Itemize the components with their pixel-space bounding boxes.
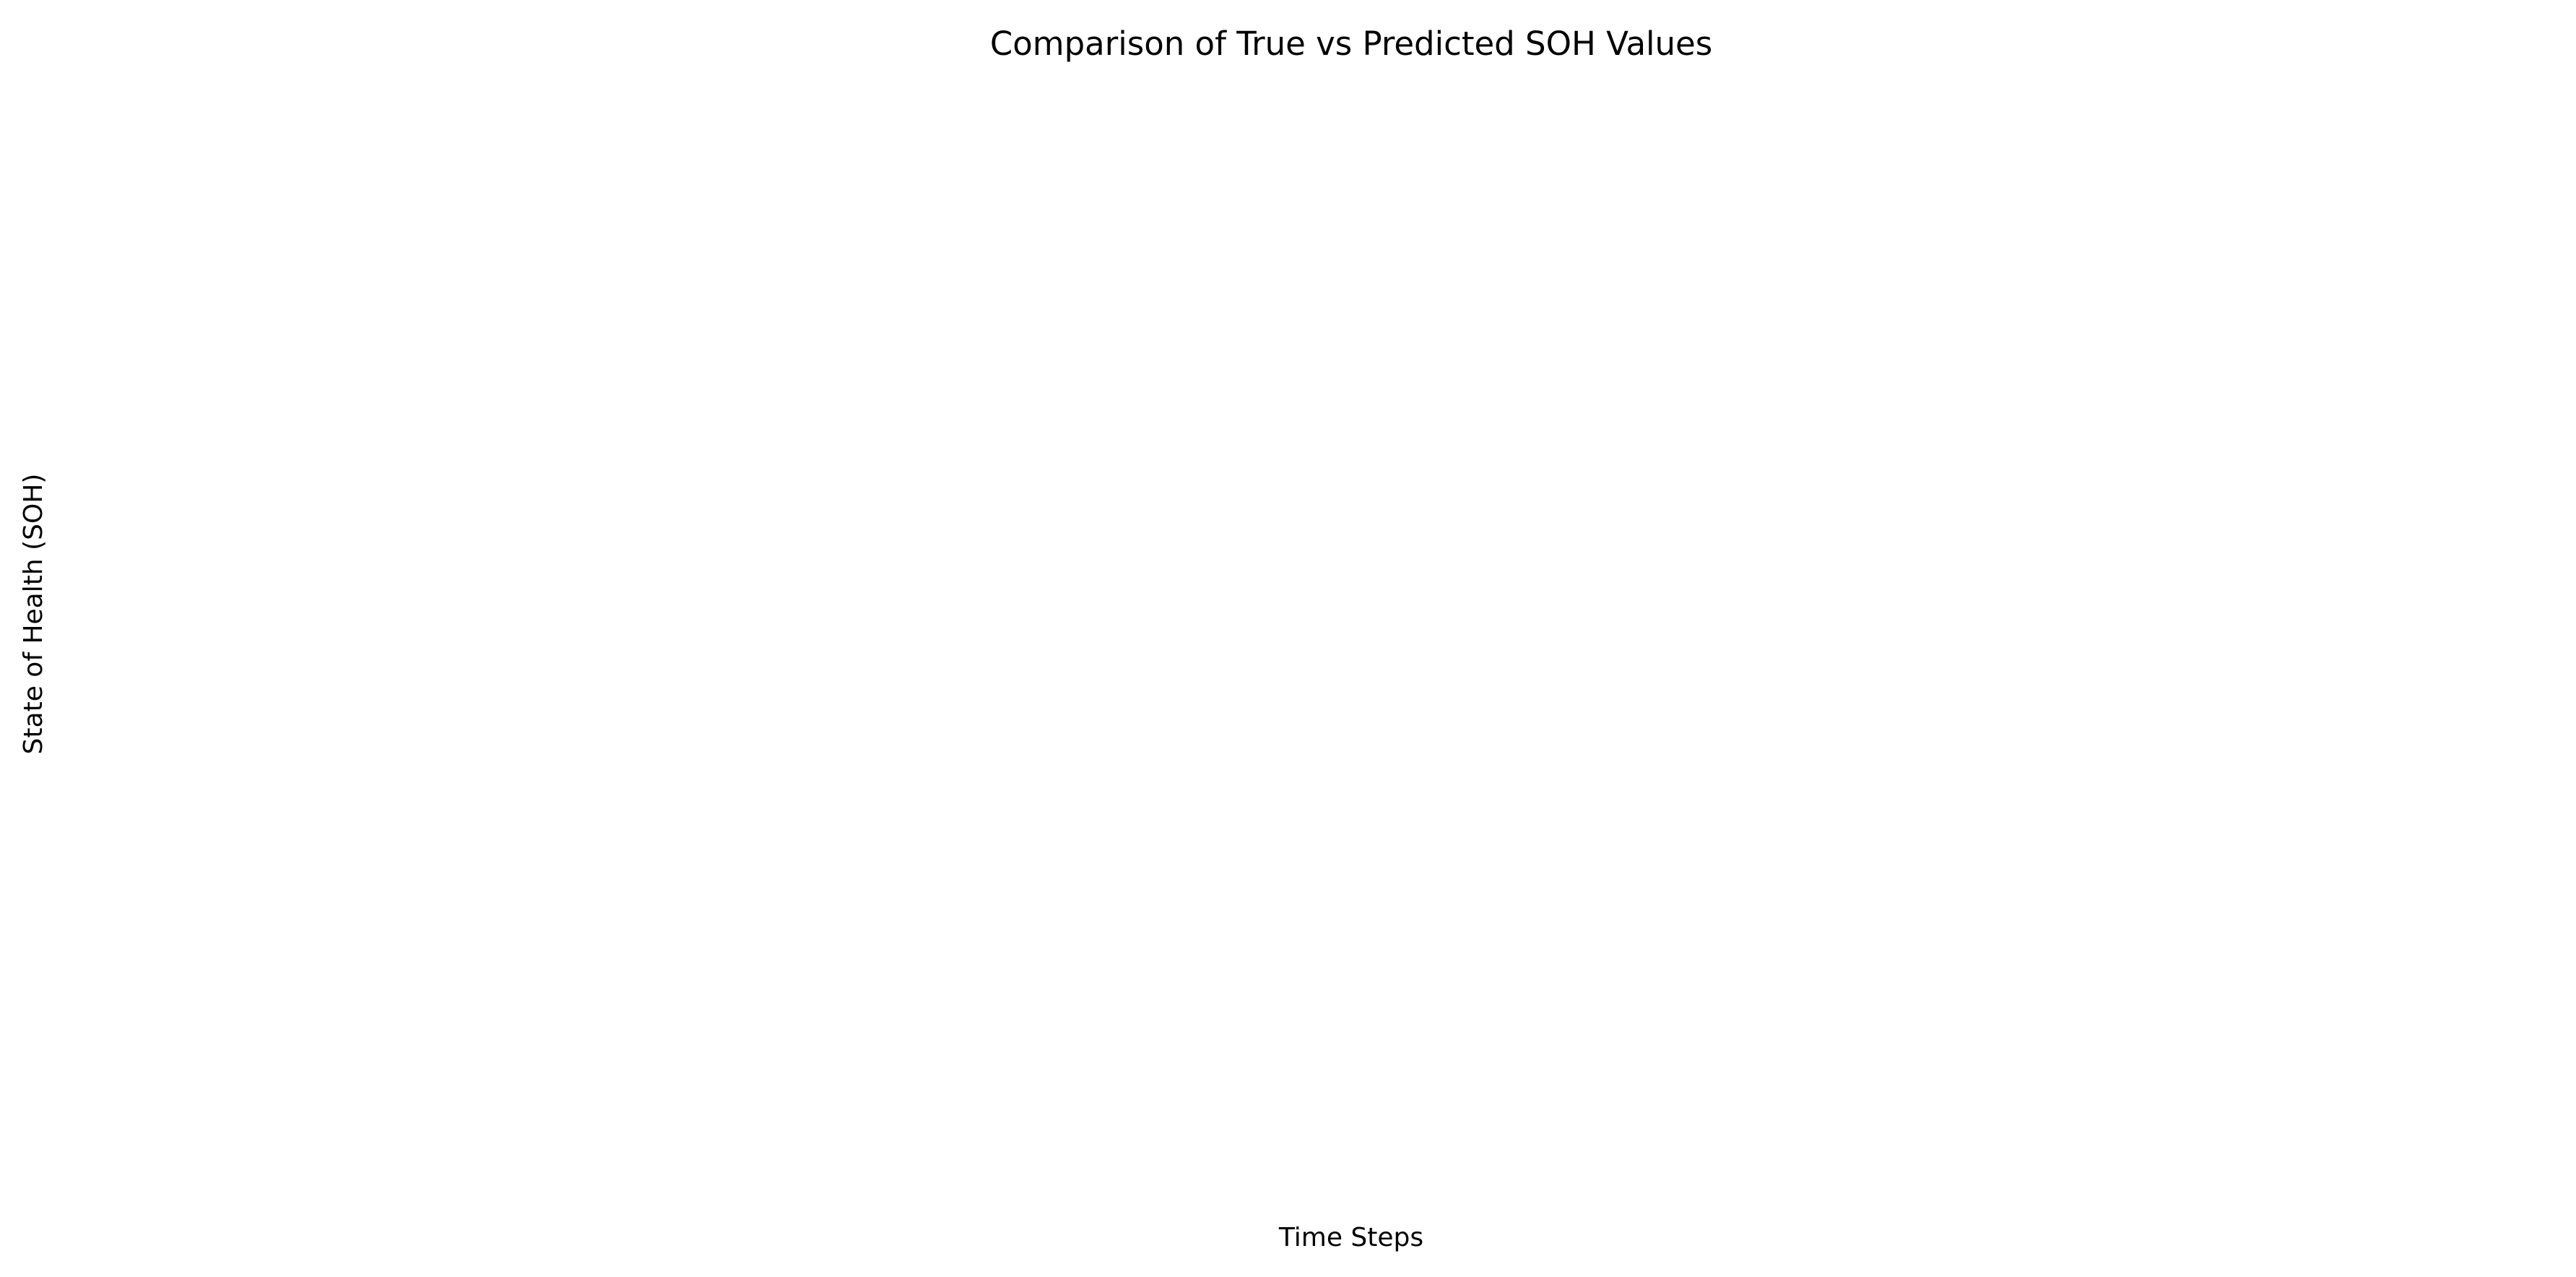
chart-title: Comparison of True vs Predicted SOH Valu…	[990, 25, 1712, 63]
y-axis-label: State of Health (SOH)	[19, 474, 48, 755]
x-axis-label: Time Steps	[1278, 1223, 1423, 1252]
